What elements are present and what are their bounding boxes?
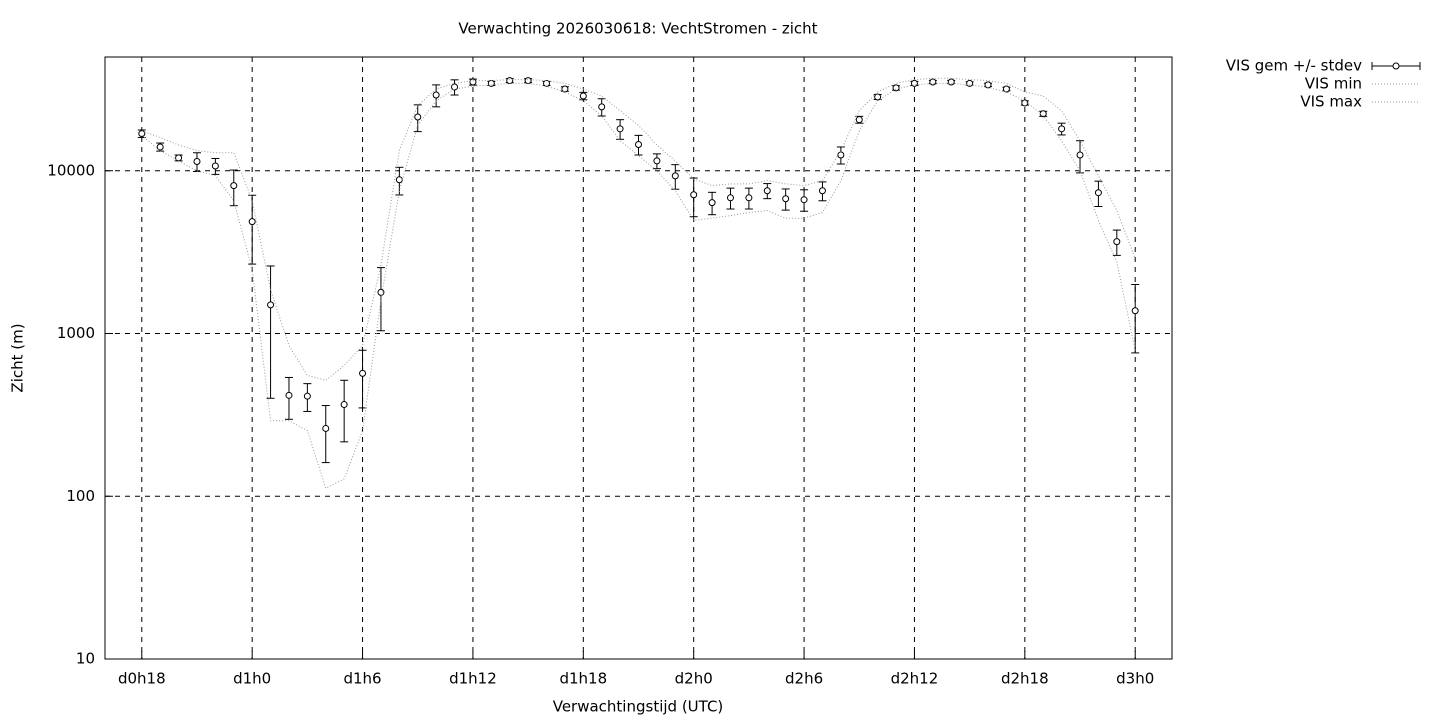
point: [782, 195, 790, 203]
error-bar: [376, 267, 385, 332]
point: [524, 77, 532, 85]
point: [874, 93, 882, 101]
point: [543, 79, 551, 87]
point: [211, 162, 219, 170]
point: [138, 130, 146, 138]
x-tick-label: d1h12: [449, 670, 497, 688]
point: [230, 182, 238, 190]
point: [193, 157, 201, 165]
x-tick-label: d0h18: [118, 670, 166, 688]
line: [141, 77, 1136, 381]
y-tick-label: 1000: [57, 324, 95, 342]
point: [1076, 151, 1084, 159]
x-tick-label: d2h0: [675, 670, 713, 688]
point: [653, 157, 661, 165]
error-bar: [1131, 284, 1140, 354]
point: [726, 194, 734, 202]
legend-swatch: [1392, 62, 1400, 70]
point: [1058, 125, 1066, 133]
point: [469, 78, 477, 86]
point: [818, 187, 826, 195]
x-tick-label: d3h0: [1116, 670, 1154, 688]
point: [947, 78, 955, 86]
point: [671, 172, 679, 180]
point: [855, 116, 863, 124]
point: [910, 79, 918, 87]
error-bar: [358, 349, 367, 409]
point: [1002, 85, 1010, 93]
error-bar: [248, 194, 257, 265]
point: [377, 288, 385, 296]
point: [395, 176, 403, 184]
point: [175, 154, 183, 162]
point: [303, 392, 311, 400]
point: [763, 187, 771, 195]
x-tick-label: d2h18: [1001, 670, 1049, 688]
point: [1021, 99, 1029, 107]
point: [616, 125, 624, 133]
y-tick-label: 10: [76, 650, 95, 668]
point: [506, 77, 514, 85]
point: [579, 92, 587, 100]
point: [1094, 189, 1102, 197]
x-tick-label: d1h18: [559, 670, 607, 688]
point: [432, 91, 440, 99]
point: [248, 218, 256, 226]
y-tick-label: 100: [66, 487, 95, 505]
point: [966, 79, 974, 87]
point: [267, 301, 275, 309]
error-bar: [321, 405, 330, 464]
legend-label: VIS gem +/- stdev: [1226, 57, 1362, 75]
point: [322, 424, 330, 432]
point: [1113, 238, 1121, 246]
point: [598, 103, 606, 111]
x-tick-label: d1h6: [343, 670, 381, 688]
point: [892, 84, 900, 92]
point: [837, 151, 845, 159]
point: [635, 140, 642, 148]
y-axis-label: Zicht (m): [9, 323, 27, 392]
y-tick-label: 10000: [47, 161, 95, 179]
x-tick-label: d1h0: [233, 670, 271, 688]
point: [156, 143, 164, 151]
point: [561, 85, 569, 93]
point: [800, 196, 808, 204]
point: [340, 401, 348, 409]
point: [359, 369, 367, 377]
point: [414, 113, 422, 121]
point: [285, 391, 293, 399]
point: [1131, 307, 1139, 315]
chart-title: Verwachting 2026030618: VechtStromen - z…: [458, 20, 817, 38]
point: [690, 191, 698, 199]
legend-label: VIS min: [1305, 75, 1362, 93]
error-bar: [340, 379, 349, 443]
x-tick-label: d2h6: [785, 670, 823, 688]
error-bar: [266, 265, 275, 399]
x-axis-label: Verwachtingstijd (UTC): [553, 698, 724, 716]
line: [141, 82, 1136, 489]
legend-label: VIS max: [1300, 93, 1362, 111]
point: [745, 194, 753, 202]
point: [708, 199, 716, 207]
x-tick-label: d2h12: [891, 670, 939, 688]
point: [929, 78, 937, 86]
